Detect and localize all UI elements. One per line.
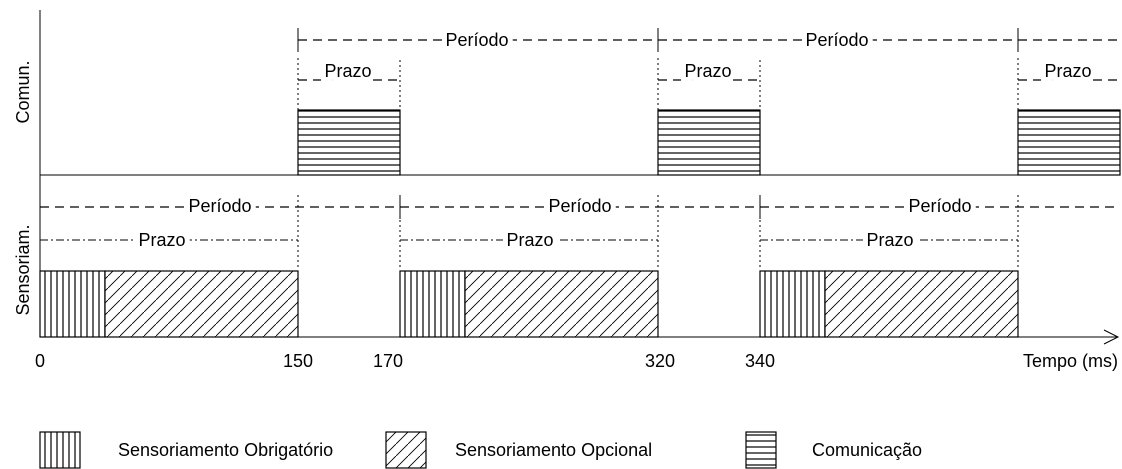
time-tick-label: 320	[645, 351, 675, 371]
period-label: Período	[908, 196, 971, 216]
period-label: Período	[805, 30, 868, 50]
mandatory-block	[399, 270, 466, 338]
legend-swatch	[39, 431, 81, 469]
legend-label: Sensoriamento Opcional	[455, 440, 652, 460]
comm-block	[1017, 109, 1121, 176]
time-tick-label: 150	[283, 351, 313, 371]
deadline-label: Prazo	[866, 230, 913, 250]
deadline-label: Prazo	[1044, 61, 1091, 81]
mandatory-block	[759, 270, 826, 338]
comm-axis-label: Comun.	[13, 60, 33, 123]
legend-swatch	[745, 431, 777, 469]
optional-block	[824, 270, 1019, 338]
deadline-label: Prazo	[138, 230, 185, 250]
deadline-label: Prazo	[324, 61, 371, 81]
period-label: Período	[548, 196, 611, 216]
sens-deadlines	[40, 195, 1019, 270]
time-tick-label: 0	[35, 351, 45, 371]
legend-label: Comunicação	[812, 440, 922, 460]
legend-label: Sensoriamento Obrigatório	[118, 440, 333, 460]
sens-axis-label: Sensoriam.	[13, 224, 33, 315]
mandatory-block	[39, 270, 106, 338]
optional-block	[464, 270, 659, 338]
deadline-label: Prazo	[684, 61, 731, 81]
optional-block	[104, 270, 299, 338]
deadline-label: Prazo	[506, 230, 553, 250]
time-tick-label: 170	[373, 351, 403, 371]
time-tick-label: 340	[745, 351, 775, 371]
period-label: Período	[188, 196, 251, 216]
comm-block	[657, 109, 761, 176]
time-axis-label: Tempo (ms)	[1023, 351, 1118, 371]
legend-swatch	[385, 431, 427, 469]
period-label: Período	[445, 30, 508, 50]
comm-block	[297, 109, 401, 176]
time-arrow	[1103, 329, 1120, 345]
